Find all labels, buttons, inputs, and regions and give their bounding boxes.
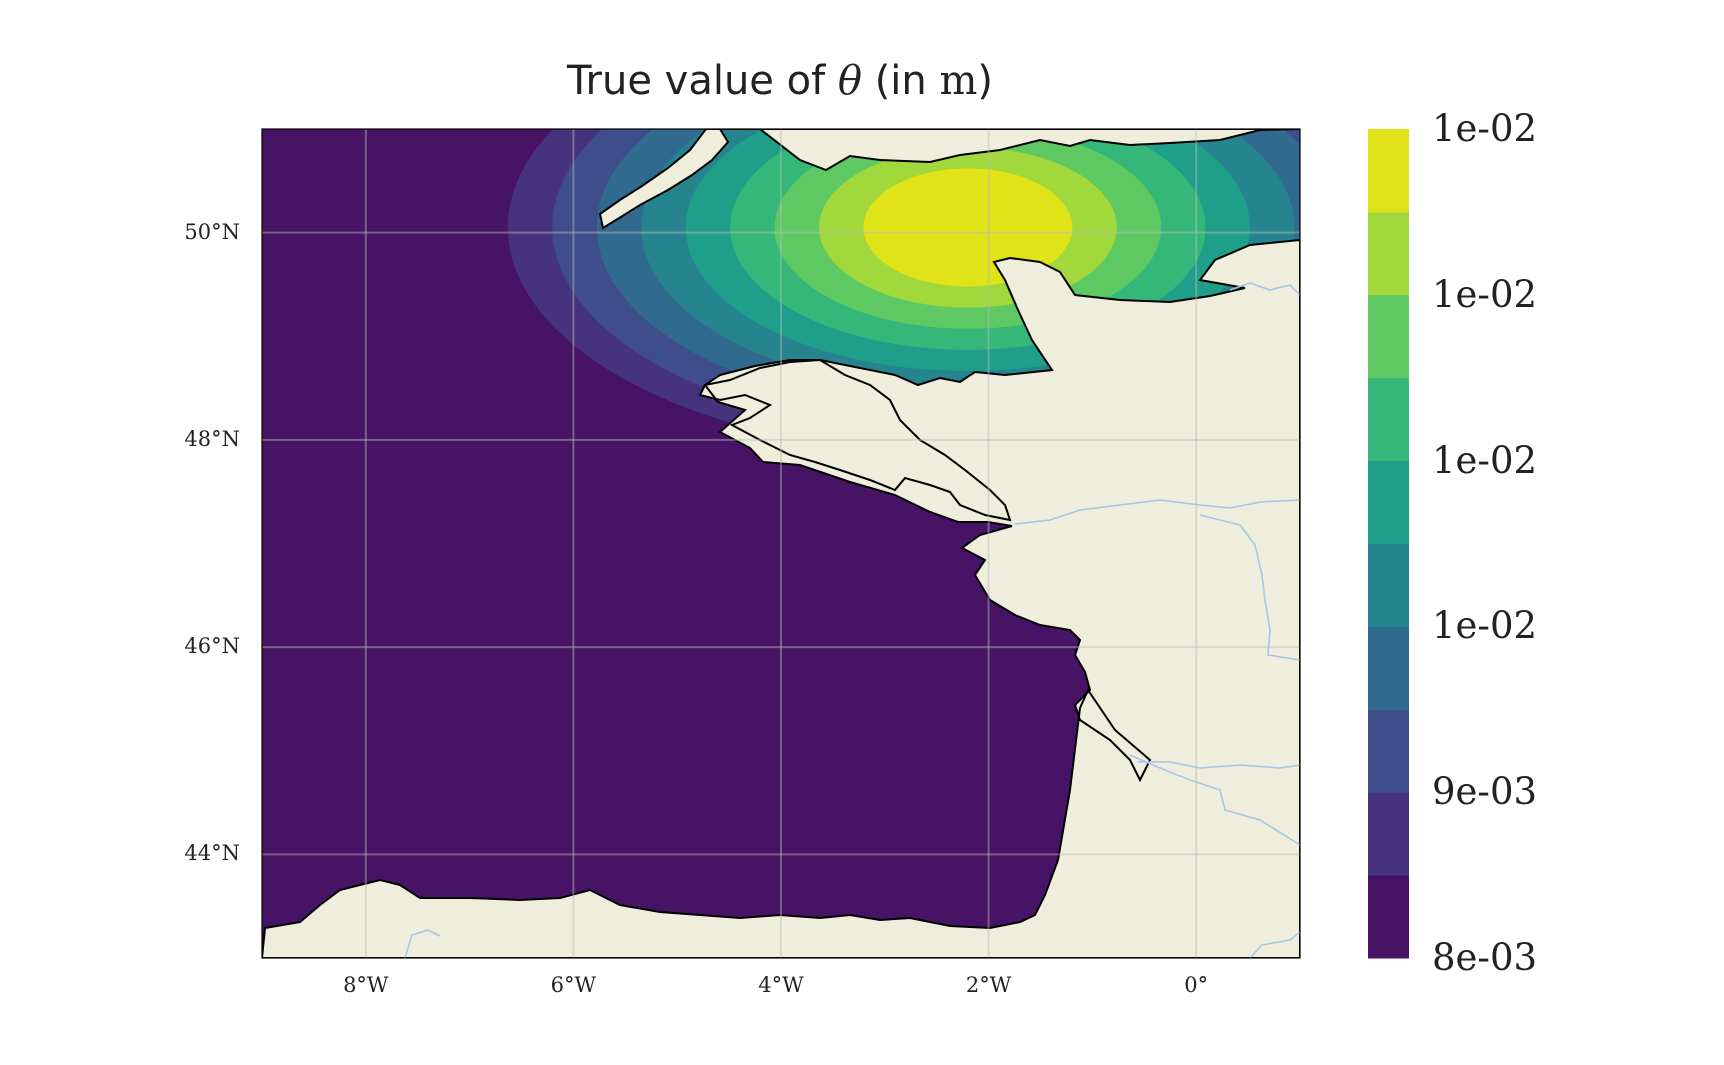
gridlines [262,129,1300,958]
colorbar-swatch [1368,709,1409,793]
rivers [404,282,1300,958]
lat-tick-label: 48°N [184,426,240,451]
colorbar-tick-label: 1e-02 [1432,107,1538,150]
colorbar-tick-label: 1e-02 [1432,272,1538,316]
plot-frame [261,128,1301,959]
colorbar-swatch [1368,129,1409,213]
colorbar-swatch [1368,875,1409,959]
colorbar-tick-label: 1e-02 [1432,604,1538,648]
lon-tick-label: 8°W [343,973,389,997]
contour-level-9 [863,168,1073,287]
land-england [600,129,728,228]
colorbar-swatch [1368,626,1409,710]
lon-tick-label: 6°W [550,973,597,997]
lat-tick-label: 46°N [184,634,240,659]
river-seine [1229,282,1300,296]
colorbar-swatch [1368,294,1409,379]
river-garonne [1129,754,1300,846]
river-loire-branch [1199,514,1300,661]
colorbar-tick-label: 8e-03 [1432,936,1538,979]
land-england-south [720,129,1300,170]
coastline-segment [720,129,1300,172]
coastline-segment [698,358,1012,522]
lon-tick-label: 0° [1184,973,1209,997]
land-bretagne [700,360,1010,520]
colorbar-tick-label: 9e-03 [1432,770,1538,814]
colorbar-swatch [1368,543,1409,627]
chart-title: True value of θ (in m) [260,58,1300,104]
land-areas [262,129,1300,958]
title-symbol: θ [837,58,862,104]
land-france [262,240,1300,958]
colorbar-swatch [1368,792,1409,876]
colorbar-tick-label: 1e-02 [1432,438,1538,482]
river-loire [1014,499,1300,525]
colorbar-swatch [1368,211,1409,296]
lon-tick-label: 2°W [965,973,1012,997]
coastline-segment [598,129,730,230]
title-unit: m [939,58,978,104]
river-dordogne [1138,761,1300,769]
river-spain [404,929,441,958]
lat-tick-label: 44°N [184,841,240,866]
lat-tick-label: 50°N [184,219,240,244]
title-close-paren: ) [977,58,994,104]
river-spain-east [1249,931,1300,958]
coastline [262,129,1300,958]
coastline-segment [262,238,1300,958]
colorbar [1368,129,1409,959]
title-prefix: True value of [566,58,838,104]
title-open-paren: (in [861,58,940,104]
colorbar-swatch [1368,460,1409,544]
lon-tick-label: 4°W [758,973,804,997]
colorbar-swatch [1368,377,1409,462]
